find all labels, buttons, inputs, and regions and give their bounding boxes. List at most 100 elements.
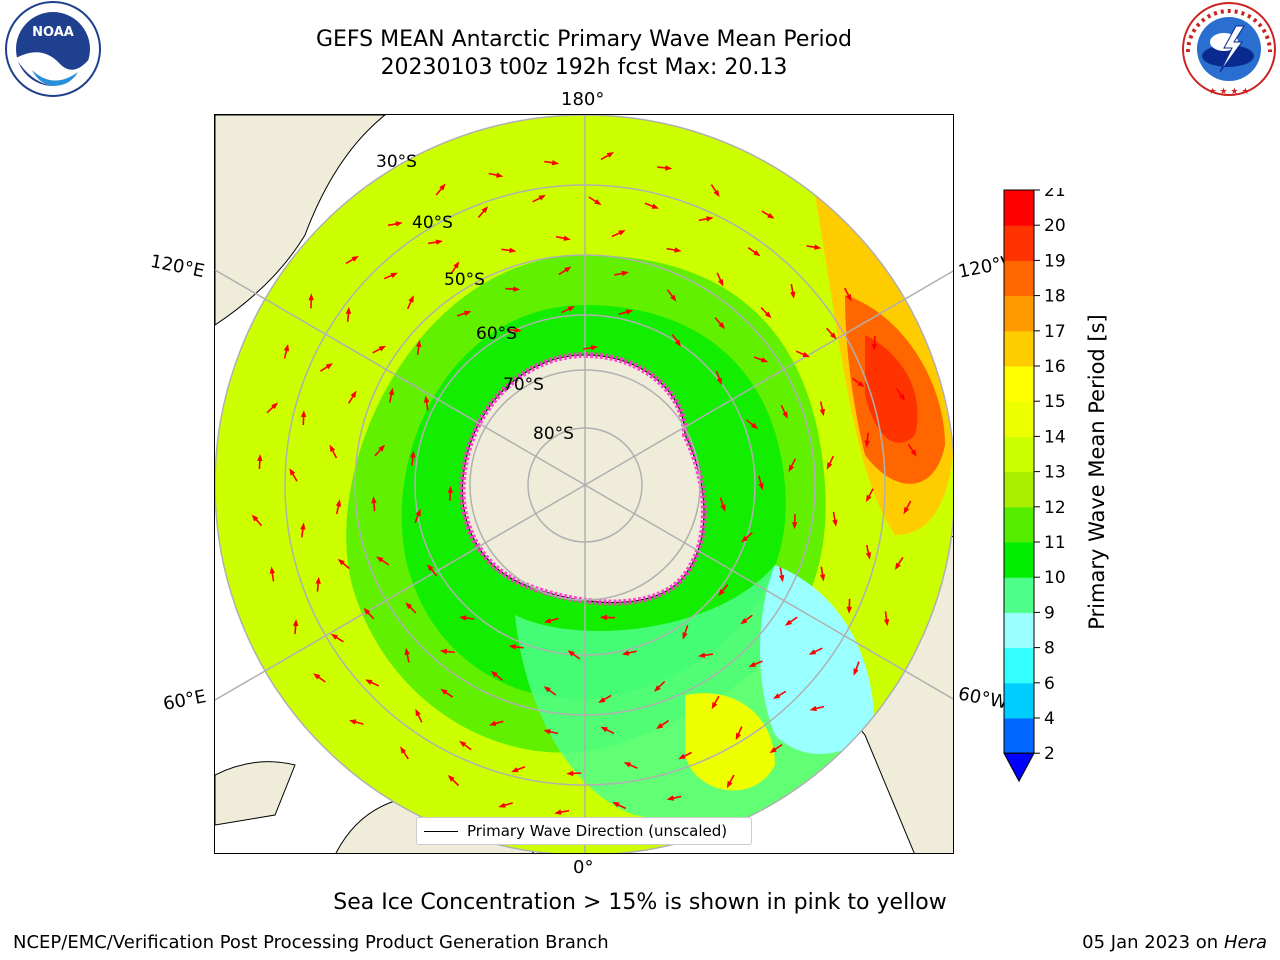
colorbar-tick-label: 2 (1044, 744, 1055, 764)
wave-arrow-head (408, 295, 414, 303)
colorbar-tick-label: 20 (1044, 216, 1066, 236)
wave-arrow-head (567, 306, 575, 312)
colorbar: 2 4 6 8 9 10 11 12 13 14 15 16 17 18 19 20 21 (1003, 188, 1066, 783)
wave-arrow-head (790, 291, 796, 299)
wave-arrow-head (599, 614, 607, 621)
wave-arrow-head (378, 345, 387, 352)
wave-arrow-head (718, 322, 725, 330)
colorbar-band (1004, 542, 1034, 578)
legend-label: Primary Wave Direction (unscaled) (467, 822, 728, 840)
wave-arrow-head (716, 377, 722, 386)
wave-arrow-head (350, 390, 357, 398)
wave-arrow-head (682, 632, 688, 640)
wave-arrow-head (819, 408, 825, 417)
noaa-logo-text: NOAA (32, 25, 74, 40)
wave-arrow-head (363, 607, 371, 615)
wave-arrow-head (488, 720, 497, 726)
svg-text:★ ★ ★ ★: ★ ★ ★ ★ (1209, 87, 1250, 97)
wave-arrow-head (903, 506, 910, 515)
wave-arrow-head (740, 618, 748, 625)
wave-arrow-head (769, 747, 777, 754)
colorbar-band (1004, 190, 1034, 226)
wave-arrow-head (665, 165, 673, 171)
wave-arrow-head (329, 444, 336, 452)
colorbar-band (1004, 330, 1034, 367)
wave-arrow-head (490, 670, 498, 678)
colorbar-extend-arrow (1003, 752, 1035, 783)
wave-arrow-head (698, 652, 706, 658)
wave-arrow-head (509, 247, 517, 253)
wave-arrow-head (606, 152, 615, 158)
wave-arrow-head (251, 514, 259, 522)
wave-arrow-head (365, 679, 373, 685)
colorbar-tick-label: 18 (1044, 287, 1066, 307)
wave-arrow-head (898, 393, 906, 401)
wave-arrow-head (711, 701, 718, 710)
wave-arrow-head (670, 294, 677, 302)
wave-arrow-head (415, 508, 421, 517)
wave-arrow-head (404, 647, 410, 656)
wave-arrow-head (269, 566, 275, 574)
wave-arrow-head (410, 450, 416, 458)
colorbar-tick-label: 17 (1044, 322, 1066, 342)
wave-arrow-head (496, 172, 504, 178)
footer-machine: Hera (1223, 932, 1267, 953)
lat-label-50s: 50°S (444, 270, 485, 290)
legend-line-swatch (424, 831, 458, 832)
wave-arrow-head (405, 602, 413, 610)
chart-subtitle: 20230103 t00z 192h fcst Max: 20.13 (380, 55, 788, 80)
wave-arrow-head (400, 746, 407, 754)
wave-arrow-head (883, 619, 890, 627)
wave-arrow-head (726, 780, 733, 789)
colorbar-band (1004, 401, 1034, 437)
wave-arrow-head (594, 199, 602, 206)
wave-arrow-head (656, 723, 664, 730)
wave-arrow-head (293, 619, 299, 627)
wave-arrow-head (846, 606, 852, 614)
wave-arrow-head (894, 562, 901, 570)
wave-arrow-head (830, 332, 837, 340)
wave-arrow-head (348, 719, 357, 725)
wave-arrow-head (481, 206, 489, 214)
wave-arrow-head (865, 552, 871, 560)
wave-arrow-head (853, 668, 859, 676)
land-australia (215, 115, 386, 326)
wave-arrow-head (782, 411, 788, 419)
wave-arrow-head (718, 589, 725, 597)
wave-arrow-head (735, 732, 741, 741)
wave-arrow-head (651, 203, 659, 209)
wave-arrow-head (453, 261, 460, 269)
lon-label-top: 180° (561, 89, 605, 110)
colorbar-band (1004, 436, 1034, 473)
wave-arrow-head (390, 272, 398, 278)
wave-arrow-head (459, 615, 467, 621)
wave-arrow-head (845, 294, 852, 302)
colorbar-tick-label: 19 (1044, 251, 1066, 271)
land-madagascar (215, 761, 296, 826)
wave-arrow-head (814, 244, 822, 250)
wave-arrow-head (435, 239, 443, 245)
wave-arrow-head (760, 357, 769, 363)
wave-arrow-head (567, 650, 575, 657)
colorbar-tick-label: 11 (1044, 533, 1066, 553)
map-frame (214, 114, 954, 854)
wave-arrow-head (423, 395, 430, 403)
wave-arrow-head (773, 693, 781, 699)
wave-arrow-head (447, 485, 453, 493)
lat-label-80s: 80°S (533, 424, 574, 444)
wave-arrow-head (337, 558, 345, 566)
colorbar-band (1004, 506, 1034, 543)
wave-arrow-head (600, 726, 608, 733)
colorbar-band (1004, 260, 1034, 297)
lat-label-70s: 70°S (503, 375, 544, 395)
wave-arrow-head (538, 194, 546, 201)
wave-arrow-head (416, 339, 422, 348)
colorbar-label: Primary Wave Mean Period [s] (1085, 314, 1109, 630)
lon-label-bottom: 0° (573, 857, 594, 878)
wave-arrow-head (371, 496, 377, 504)
sea-ice-caption: Sea Ice Concentration > 15% is shown in … (333, 890, 947, 915)
wave-arrow-head (598, 697, 606, 703)
colorbar-tick-label: 13 (1044, 463, 1066, 483)
wave-arrow-head (300, 410, 307, 418)
wave-arrow-head (751, 422, 759, 430)
